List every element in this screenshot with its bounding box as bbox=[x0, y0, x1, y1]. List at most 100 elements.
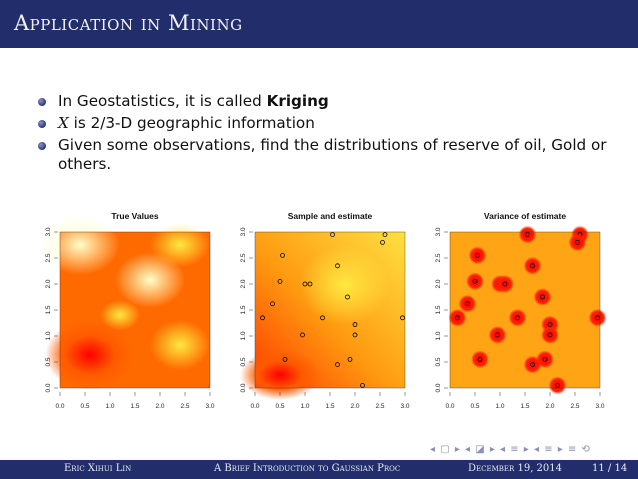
sample-point bbox=[530, 362, 535, 368]
bullet-text: is 2/3-D geographic information bbox=[68, 114, 315, 132]
sample-point bbox=[540, 294, 545, 300]
sample-point bbox=[472, 279, 478, 284]
sample-point bbox=[270, 301, 275, 307]
y-tick-label: 3.0 bbox=[240, 227, 247, 236]
bullet-item: In Geostatistics, it is called Kriging bbox=[36, 92, 626, 111]
chart-axes: 0.0 0.5 1.0 1.5 2.0 2.5 3.0 0.0 0.5 1.0 1.5 2.0 2.5 3… bbox=[45, 227, 605, 410]
x-tick-label: 1.0 bbox=[495, 403, 504, 410]
sample-point bbox=[475, 253, 480, 258]
slide-header: Application in Mining bbox=[0, 0, 638, 48]
x-tick-label: 1.5 bbox=[520, 403, 529, 410]
variance-low-spot bbox=[468, 246, 487, 265]
x-tick-label: 0.5 bbox=[470, 403, 479, 410]
heatmap-sample-estimate: Sample and estimate bbox=[240, 211, 405, 400]
sample-point bbox=[352, 332, 358, 338]
variance-low-spot bbox=[471, 350, 489, 369]
sample-point bbox=[280, 253, 285, 258]
bullet-item: X is 2/3-D geographic information bbox=[36, 114, 626, 133]
sample-point bbox=[335, 362, 340, 368]
y-tick-label: 2.0 bbox=[45, 279, 52, 288]
y-tick-label: 0.0 bbox=[435, 383, 442, 392]
y-tick-label: 0.5 bbox=[240, 357, 247, 366]
heatmap-variance: Variance of estimate bbox=[448, 211, 607, 395]
x-tick-label: 0.5 bbox=[275, 403, 284, 410]
chart-title: True Values bbox=[111, 211, 159, 221]
sample-point bbox=[352, 322, 358, 327]
slide-footer: Eric Xihui Lin A Brief Introduction to G… bbox=[0, 460, 638, 479]
x-tick-label: 0.0 bbox=[445, 403, 454, 410]
variance-low-spot bbox=[523, 256, 542, 275]
x-tick-label: 2.5 bbox=[570, 403, 579, 410]
plot-frame bbox=[59, 231, 211, 389]
sample-point bbox=[302, 281, 308, 287]
beamer-navigation[interactable]: ◂ ▢ ▸ ◂ ◪ ▸ ◂ ≡ ▸ ◂ ≡ ▸ ≡ ⟲ bbox=[430, 444, 591, 455]
y-tick-label: 1.0 bbox=[240, 331, 247, 340]
x-tick-label: 1.0 bbox=[300, 403, 309, 410]
variance-low-spot bbox=[448, 308, 467, 327]
x-tick-label: 3.0 bbox=[595, 403, 604, 410]
variance-low-spot bbox=[523, 355, 542, 374]
sample-point bbox=[455, 315, 460, 321]
bullet-icon bbox=[38, 120, 46, 128]
footer-talk-title: A Brief Introduction to Gaussian Proc bbox=[214, 463, 401, 474]
x-tick-label: 3.0 bbox=[400, 403, 409, 410]
sample-point bbox=[307, 281, 313, 287]
bullet-list: In Geostatistics, it is called Kriging X… bbox=[36, 92, 626, 177]
x-tick-label: 2.5 bbox=[180, 403, 189, 410]
variance-low-spot bbox=[533, 288, 552, 306]
x-tick-label: 0.0 bbox=[55, 403, 64, 410]
footer-date: December 19, 2014 bbox=[468, 463, 562, 474]
sample-point bbox=[330, 232, 335, 238]
x-tick-label: 0.5 bbox=[80, 403, 89, 410]
x-tick-label: 2.0 bbox=[545, 403, 554, 410]
bullet-text: In Geostatistics, it is called bbox=[58, 92, 267, 110]
sample-point bbox=[575, 240, 580, 245]
sample-point bbox=[345, 294, 350, 300]
sample-point bbox=[380, 240, 385, 245]
sample-point bbox=[555, 382, 560, 388]
sample-point bbox=[502, 281, 508, 287]
y-tick-label: 1.5 bbox=[435, 305, 442, 314]
sample-point bbox=[515, 315, 520, 321]
plot-frame bbox=[254, 231, 406, 389]
y-tick-label: 2.5 bbox=[240, 253, 247, 262]
variance-low-spot bbox=[588, 308, 607, 327]
variance-low-spot bbox=[541, 325, 559, 344]
sample-point bbox=[400, 315, 405, 321]
variance-low-spot bbox=[568, 233, 587, 252]
y-tick-label: 0.0 bbox=[45, 383, 52, 392]
y-tick-label: 3.0 bbox=[435, 227, 442, 236]
variance-low-spot bbox=[458, 294, 477, 313]
sample-point bbox=[335, 263, 340, 269]
variance-low-spot bbox=[488, 325, 507, 344]
bullet-math-symbol: X bbox=[58, 114, 69, 132]
variance-low-spot bbox=[466, 272, 484, 291]
sample-point bbox=[547, 332, 553, 338]
bullet-text: Given some observations, find the distri… bbox=[58, 136, 607, 173]
x-tick-label: 0.0 bbox=[250, 403, 259, 410]
variance-low-spot bbox=[518, 225, 537, 244]
variance-minima bbox=[448, 225, 607, 395]
y-tick-label: 2.5 bbox=[435, 253, 442, 262]
bullet-icon bbox=[38, 98, 46, 106]
y-tick-label: 3.0 bbox=[45, 227, 52, 236]
sample-point bbox=[382, 232, 388, 238]
sample-point bbox=[542, 356, 548, 362]
x-tick-label: 1.0 bbox=[105, 403, 114, 410]
x-tick-label: 2.0 bbox=[350, 403, 359, 410]
y-tick-label: 2.5 bbox=[45, 253, 52, 262]
chart-title: Sample and estimate bbox=[288, 211, 373, 221]
sample-point bbox=[525, 232, 530, 238]
y-tick-label: 1.0 bbox=[435, 331, 442, 340]
variance-low-spot bbox=[508, 308, 527, 327]
plot-frame bbox=[449, 231, 601, 389]
variance-low-spot bbox=[496, 275, 514, 293]
sample-point bbox=[347, 356, 353, 362]
y-tick-label: 0.5 bbox=[45, 357, 52, 366]
sample-point bbox=[477, 356, 483, 362]
heatmap-true-values: True Values bbox=[40, 211, 210, 390]
y-tick-label: 1.0 bbox=[45, 331, 52, 340]
bullet-icon bbox=[38, 142, 46, 150]
y-tick-label: 0.5 bbox=[435, 357, 442, 366]
footer-page-number: 11 / 14 bbox=[592, 463, 628, 474]
